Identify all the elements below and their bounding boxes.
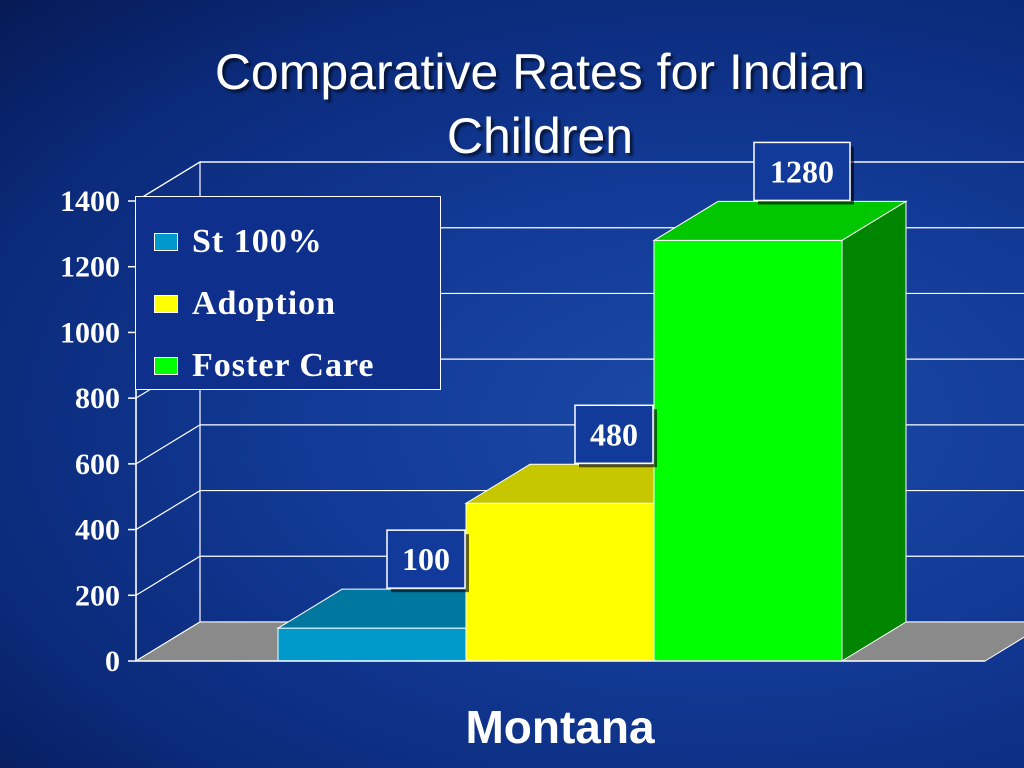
- chart-legend: St 100% Adoption Foster Care: [135, 196, 441, 390]
- legend-label: Foster Care: [192, 347, 375, 384]
- y-tick-label: 400: [75, 514, 120, 547]
- y-tick-label: 600: [75, 448, 120, 481]
- bars: [276, 200, 908, 662]
- legend-label: Adoption: [192, 285, 337, 322]
- data-label-box: [386, 529, 466, 589]
- data-label-box: [753, 141, 851, 202]
- legend-item-foster-care: Foster Care: [136, 335, 440, 397]
- slide-title: Comparative Rates for Indian Children: [214, 44, 866, 164]
- legend-swatch: [154, 295, 178, 313]
- legend-label: St 100%: [192, 223, 323, 260]
- data-labels: 100 480 1280: [386, 141, 854, 593]
- legend-swatch: [154, 233, 178, 251]
- y-tick-label: 1000: [60, 316, 120, 349]
- y-tick-label: 800: [75, 382, 120, 415]
- bar-front: [465, 502, 655, 662]
- tick-labels: 0 200 400 600 800 1000 1200 1400: [60, 185, 120, 678]
- legend-item-adoption: Adoption: [136, 273, 440, 335]
- y-tick-label: 0: [105, 645, 120, 678]
- data-label-value: 480: [590, 416, 638, 452]
- bar-front: [653, 239, 843, 662]
- legend-swatch: [154, 357, 178, 375]
- y-tick-label: 1200: [60, 251, 120, 284]
- data-label: 480: [574, 404, 657, 468]
- data-label-value: 100: [402, 541, 450, 577]
- data-label-box: [574, 404, 654, 465]
- legend-item-st-100: St 100%: [136, 211, 440, 273]
- bar-front: [277, 627, 467, 662]
- y-tick-label: 1400: [60, 185, 120, 218]
- data-label-value: 1280: [770, 153, 834, 189]
- data-label: 1280: [753, 141, 854, 205]
- y-tick-label: 200: [75, 579, 120, 612]
- data-label: 100: [386, 529, 469, 593]
- category-labels: Montana: [465, 701, 655, 753]
- bar-side: [841, 200, 907, 662]
- category-label: Montana: [465, 701, 655, 753]
